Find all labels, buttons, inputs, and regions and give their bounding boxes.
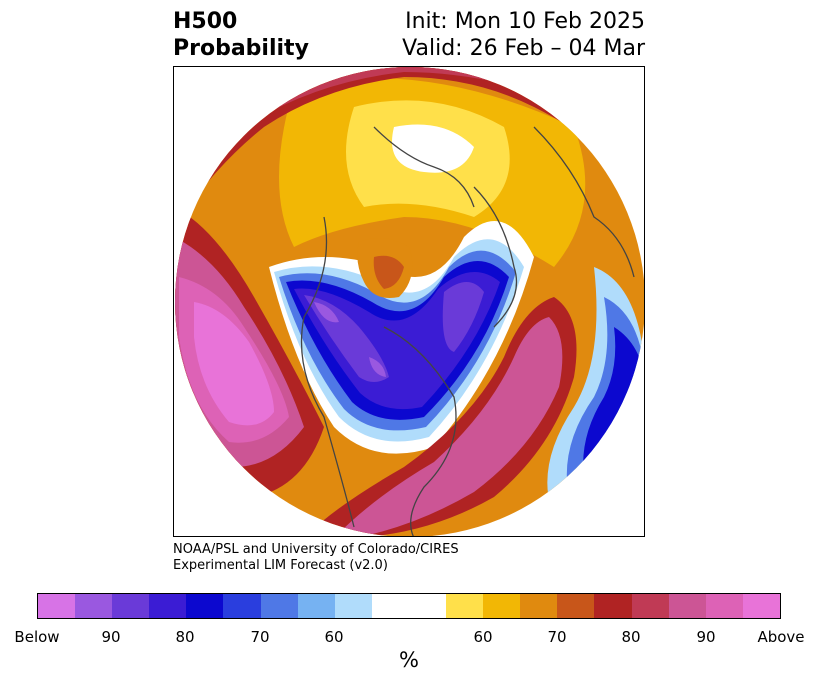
colorbar-tick-label: 90 xyxy=(696,628,716,646)
colorbar-segment xyxy=(446,594,484,618)
forecast-map xyxy=(173,66,645,537)
chart-title-right: Init: Mon 10 Feb 2025 Valid: 26 Feb – 04… xyxy=(330,8,645,62)
colorbar-tick-label: 60 xyxy=(473,628,493,646)
colorbar-segment xyxy=(223,594,261,618)
credit-line-1: NOAA/PSL and University of Colorado/CIRE… xyxy=(173,542,459,557)
colorbar-tick-label: 80 xyxy=(175,628,195,646)
colorbar-segment xyxy=(408,594,447,618)
colorbar-segment xyxy=(631,594,669,618)
colorbar-segment xyxy=(260,594,298,618)
colorbar-segment xyxy=(297,594,335,618)
colorbar-segment xyxy=(371,594,409,618)
probability-field xyxy=(175,67,644,536)
colorbar-segment xyxy=(334,594,372,618)
colorbar-segment xyxy=(742,594,780,618)
colorbar-segment xyxy=(75,594,113,618)
coastlines xyxy=(300,126,635,536)
colorbar-tick-label: 70 xyxy=(547,628,567,646)
colorbar-segment xyxy=(668,594,706,618)
colorbar-tick-label: 80 xyxy=(621,628,641,646)
valid-date: Valid: 26 Feb – 04 Mar xyxy=(402,36,645,61)
credit-text: NOAA/PSL and University of Colorado/CIRE… xyxy=(173,542,459,574)
colorbar-tick-label: Below xyxy=(14,628,60,646)
colorbar-tick-label: Above xyxy=(757,628,805,646)
colorbar-segment xyxy=(705,594,743,618)
colorbar-unit: % xyxy=(399,648,419,672)
product-name: Probability xyxy=(173,36,309,61)
colorbar-segment xyxy=(38,594,76,618)
init-date: Init: Mon 10 Feb 2025 xyxy=(405,9,645,34)
probability-colorbar xyxy=(37,593,781,619)
chart-title-left: H500 Probability xyxy=(173,8,309,62)
colorbar-segment xyxy=(520,594,558,618)
colorbar-segment xyxy=(594,594,632,618)
colorbar-segment xyxy=(149,594,187,618)
colorbar-tick-label: 70 xyxy=(250,628,270,646)
colorbar-segment xyxy=(112,594,150,618)
colorbar-segment xyxy=(186,594,224,618)
credit-line-2: Experimental LIM Forecast (v2.0) xyxy=(173,558,388,573)
colorbar-tick-label: 60 xyxy=(324,628,344,646)
colorbar-tick-label: 90 xyxy=(101,628,121,646)
colorbar-segment xyxy=(557,594,595,618)
probability-map-svg xyxy=(175,67,644,536)
field-name: H500 xyxy=(173,9,238,34)
colorbar-segment xyxy=(483,594,521,618)
